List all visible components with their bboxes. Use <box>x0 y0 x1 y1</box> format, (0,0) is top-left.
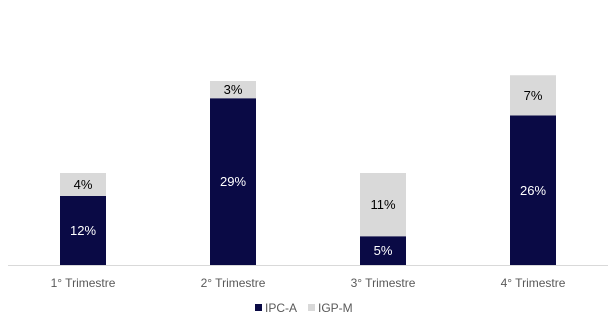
bar-ipc-a-2 <box>210 98 256 265</box>
bars-layer: 12% 4% 29% 3% 5% 11% 26% 7% <box>60 75 556 265</box>
data-label-ipc-a-1: 12% <box>70 223 96 238</box>
x-tick-label-2: 2° Trimestre <box>201 276 266 290</box>
data-label-ipc-a-4: 26% <box>520 183 546 198</box>
bar-ipc-a-4 <box>510 115 556 265</box>
bar-ipc-a-3 <box>360 236 406 265</box>
legend-swatch-ipc-a <box>255 304 262 311</box>
bar-igp-m-2 <box>210 81 256 99</box>
legend-label-ipc-a: IPC-A <box>265 301 297 315</box>
x-tick-label-1: 1° Trimestre <box>51 276 116 290</box>
bar-igp-m-1 <box>60 173 106 196</box>
bar-igp-m-3 <box>360 173 406 237</box>
data-label-igp-m-3: 11% <box>370 197 395 212</box>
x-tick-label-4: 4° Trimestre <box>501 276 566 290</box>
legend: IPC-A IGP-M <box>255 301 353 315</box>
data-label-ipc-a-2: 29% <box>220 174 246 189</box>
x-tick-label-3: 3° Trimestre <box>351 276 416 290</box>
data-label-ipc-a-3: 5% <box>374 243 393 258</box>
data-label-igp-m-2: 3% <box>224 82 243 97</box>
legend-swatch-igp-m <box>308 304 315 311</box>
data-label-igp-m-1: 4% <box>74 177 93 192</box>
data-label-igp-m-4: 7% <box>524 88 543 103</box>
legend-label-igp-m: IGP-M <box>318 301 353 315</box>
bar-igp-m-4 <box>510 75 556 116</box>
bar-ipc-a-1 <box>60 196 106 265</box>
x-tick-labels: 1° Trimestre 2° Trimestre 3° Trimestre 4° T… <box>51 276 566 290</box>
